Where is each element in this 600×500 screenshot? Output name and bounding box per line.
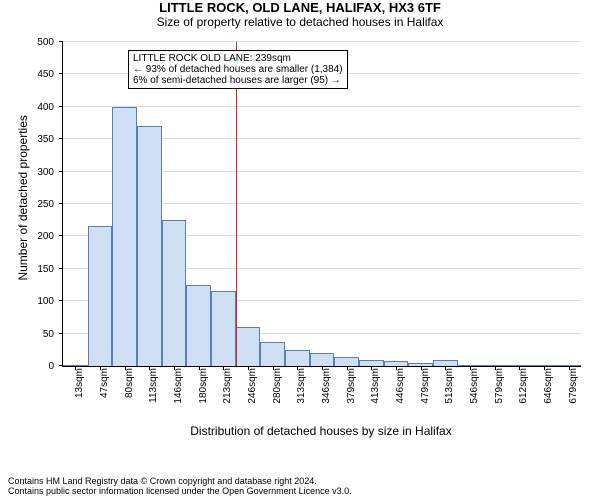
x-tick: 280sqm [272,368,283,416]
y-tick: 500 [0,37,54,48]
y-tick: 400 [0,102,54,113]
x-tick: 313sqm [296,368,307,416]
histogram-bar [186,285,211,366]
x-tick: 113sqm [148,368,159,416]
histogram-bar [310,353,335,366]
annotation-box: LITTLE ROCK OLD LANE: 239sqm← 93% of det… [128,50,348,89]
chart-title: LITTLE ROCK, OLD LANE, HALIFAX, HX3 6TF [0,0,600,15]
x-tick: 679sqm [568,368,579,416]
histogram-bar [260,342,285,366]
y-tick: 300 [0,167,54,178]
histogram-bar [236,327,261,366]
x-axis-label: Distribution of detached houses by size … [62,424,580,438]
footer: Contains HM Land Registry data © Crown c… [8,476,352,496]
histogram-bar [162,220,187,366]
y-tick: 0 [0,361,54,372]
x-tick: 346sqm [321,368,332,416]
histogram-bar [88,226,113,366]
annotation-line: ← 93% of detached houses are smaller (1,… [133,64,343,75]
histogram-bar [137,126,162,366]
x-tick: 546sqm [469,368,480,416]
x-tick: 80sqm [124,368,135,416]
x-tick: 379sqm [346,368,357,416]
gridline [63,106,581,107]
chart-container: { "chart": { "type": "histogram", "title… [0,0,600,500]
annotation-line: 6% of semi-detached houses are larger (9… [133,75,343,86]
x-tick: 612sqm [518,368,529,416]
x-tick: 646sqm [543,368,554,416]
footer-line-1: Contains HM Land Registry data © Crown c… [8,476,352,486]
y-tick: 200 [0,231,54,242]
annotation-line: LITTLE ROCK OLD LANE: 239sqm [133,53,343,64]
x-tick: 513sqm [444,368,455,416]
x-tick: 579sqm [494,368,505,416]
marker-line [236,42,237,366]
y-tick: 450 [0,69,54,80]
chart-subtitle: Size of property relative to detached ho… [0,15,600,29]
x-tick: 446sqm [395,368,406,416]
x-tick: 246sqm [247,368,258,416]
y-tick: 100 [0,296,54,307]
x-tick: 413sqm [370,368,381,416]
y-tick: 50 [0,329,54,340]
x-tick: 479sqm [420,368,431,416]
histogram-bar [334,357,359,366]
x-tick: 47sqm [99,368,110,416]
x-tick: 13sqm [74,368,85,416]
gridline [63,41,581,42]
plot-area: LITTLE ROCK OLD LANE: 239sqm← 93% of det… [62,42,581,367]
x-tick: 180sqm [198,368,209,416]
x-tick: 146sqm [173,368,184,416]
histogram-bar [285,350,310,366]
x-tick: 213sqm [222,368,233,416]
y-tick: 350 [0,134,54,145]
histogram-bar [211,291,236,366]
y-tick: 150 [0,264,54,275]
footer-line-2: Contains public sector information licen… [8,486,352,496]
y-tick: 250 [0,199,54,210]
histogram-bar [112,107,137,366]
